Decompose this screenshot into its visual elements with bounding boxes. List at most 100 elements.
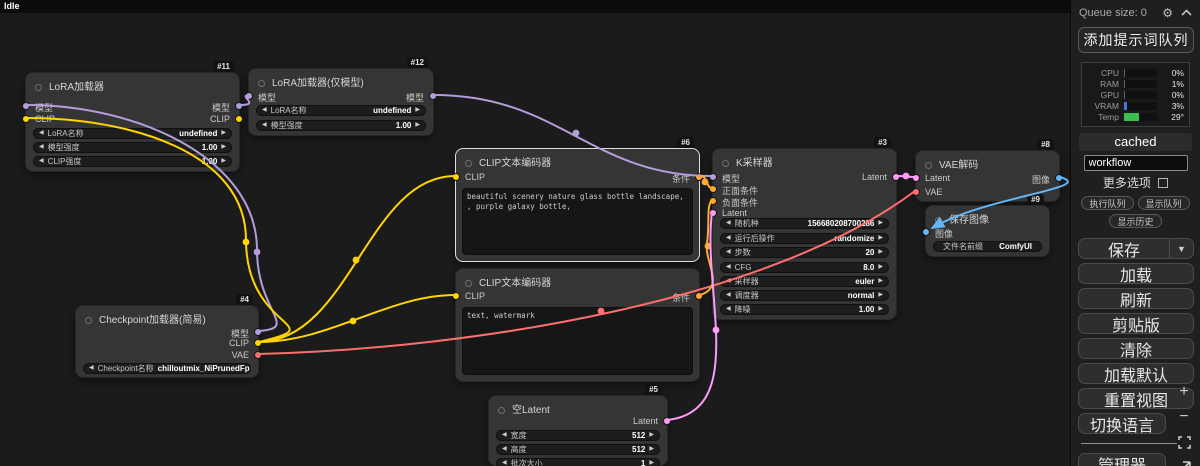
zoom-in-icon[interactable]: + <box>1175 383 1193 401</box>
widget-right-arrow-icon[interactable]: ▶ <box>415 107 420 113</box>
toggle-language-button[interactable]: 切换语言 <box>1078 413 1166 435</box>
widget-采样器[interactable]: ◀ 采样器 euler ▶ <box>720 276 889 287</box>
widget-right-arrow-icon[interactable]: ▶ <box>221 158 226 164</box>
input-slot-Latent[interactable] <box>912 174 920 182</box>
output-slot-模型[interactable] <box>254 328 262 336</box>
widget-right-arrow-icon[interactable]: ▶ <box>878 306 883 312</box>
zoom-out-icon[interactable]: − <box>1175 408 1193 426</box>
collapse-icon[interactable] <box>465 160 472 167</box>
save-dropdown-arrow-icon[interactable]: ▼ <box>1169 239 1193 258</box>
prompt-textarea[interactable]: text, watermark <box>462 307 693 375</box>
widget-left-arrow-icon[interactable]: ◀ <box>39 144 44 150</box>
more-options-checkbox[interactable] <box>1158 178 1169 188</box>
widget-调度器[interactable]: ◀ 调度器 normal ▶ <box>720 290 889 301</box>
load-button[interactable]: 加载 <box>1078 263 1194 285</box>
prompt-textarea[interactable]: beautiful scenery nature glass bottle la… <box>462 188 693 255</box>
collapse-icon[interactable] <box>925 162 932 169</box>
node-12[interactable]: #12 LoRA加载器(仅模型) 模型 模型 ◀ LoRA名称 undefined ▶ ◀ 模型强… <box>245 57 437 136</box>
output-slot-条件[interactable] <box>695 292 703 300</box>
output-slot-CLIP[interactable] <box>254 339 262 347</box>
widget-降噪[interactable]: ◀ 降噪 1.00 ▶ <box>720 304 889 315</box>
widget-随机种[interactable]: ◀ 随机种 156680208700286 ▶ <box>720 218 889 229</box>
widget-right-arrow-icon[interactable]: ▶ <box>878 235 883 241</box>
output-slot-模型[interactable] <box>235 102 243 110</box>
widget-left-arrow-icon[interactable]: ◀ <box>39 130 44 136</box>
collapse-caret-icon[interactable] <box>1181 9 1192 17</box>
input-slot-模型[interactable] <box>709 173 717 181</box>
widget-left-arrow-icon[interactable]: ◀ <box>726 292 731 298</box>
widget-right-arrow-icon[interactable]: ▶ <box>415 122 420 128</box>
widget-right-arrow-icon[interactable]: ▶ <box>878 249 883 255</box>
input-slot-VAE[interactable] <box>912 188 920 196</box>
widget-CFG[interactable]: ◀ CFG 8.0 ▶ <box>720 262 889 273</box>
widget-left-arrow-icon[interactable]: ◀ <box>726 264 731 270</box>
output-slot-条件[interactable] <box>695 173 703 181</box>
collapse-icon[interactable] <box>85 317 92 324</box>
widget-left-arrow-icon[interactable]: ◀ <box>726 220 731 226</box>
input-slot-Latent[interactable] <box>709 209 717 217</box>
workflow-name-input[interactable] <box>1083 155 1188 171</box>
widget-right-arrow-icon[interactable]: ▶ <box>878 220 883 226</box>
fit-view-icon[interactable] <box>1175 433 1193 451</box>
widget-运行后操作[interactable]: ◀ 运行后操作 randomize ▶ <box>720 233 889 244</box>
widget-right-arrow-icon[interactable]: ▶ <box>878 292 883 298</box>
run-queue-button[interactable]: 执行队列 <box>1081 196 1134 210</box>
input-slot-模型[interactable] <box>22 102 30 110</box>
input-slot-CLIP[interactable] <box>452 173 460 181</box>
widget-right-arrow-icon[interactable]: ▶ <box>221 130 226 136</box>
show-queue-button[interactable]: 显示队列 <box>1137 196 1190 210</box>
node-5[interactable]: #5 空Latent Latent ◀ 宽度 512 ▶ ◀ 高度 512 ▶ ◀ 批次大小 1 ▶ <box>488 384 671 466</box>
load-default-button[interactable]: 加载默认 <box>1078 363 1194 385</box>
widget-批次大小[interactable]: ◀ 批次大小 1 ▶ <box>496 458 660 466</box>
input-slot-图像[interactable] <box>922 228 930 236</box>
widget-CLIP强度[interactable]: ◀ CLIP强度 1.00 ▶ <box>33 156 232 167</box>
node-4[interactable]: #4 Checkpoint加载器(简易) 模型 CLIP VAE ◀ Checkpoint名… <box>75 294 262 378</box>
collapse-icon[interactable] <box>722 160 729 167</box>
widget-right-arrow-icon[interactable]: ▶ <box>649 446 654 452</box>
collapse-icon[interactable] <box>258 80 265 87</box>
output-slot-模型[interactable] <box>429 92 437 100</box>
widget-left-arrow-icon[interactable]: ◀ <box>726 249 731 255</box>
node-9[interactable]: #9 保存图像 图像 文件名前缀 ComfyUI <box>922 194 1050 257</box>
widget-模型强度[interactable]: ◀ 模型强度 1.00 ▶ <box>33 142 232 153</box>
output-slot-VAE[interactable] <box>254 351 262 359</box>
output-slot-Latent[interactable] <box>892 173 900 181</box>
refresh-button[interactable]: 刷新 <box>1078 288 1194 310</box>
input-slot-CLIP[interactable] <box>22 115 30 123</box>
reset-view-button[interactable]: 重置视图 <box>1078 388 1194 410</box>
input-slot-负面条件[interactable] <box>709 197 717 205</box>
widget-LoRA名称[interactable]: ◀ LoRA名称 undefined ▶ <box>256 105 426 116</box>
widget-left-arrow-icon[interactable]: ◀ <box>262 122 267 128</box>
widget-right-arrow-icon[interactable]: ▶ <box>221 144 226 150</box>
collapse-icon[interactable] <box>935 217 942 224</box>
input-slot-模型[interactable] <box>245 92 253 100</box>
collapse-icon[interactable] <box>465 280 472 287</box>
node-3[interactable]: CLIP文本编码器 CLIP 条件 text, watermark <box>452 268 703 382</box>
save-button[interactable]: 保存 ▼ <box>1078 238 1194 260</box>
node-3[interactable]: #3 K采样器 模型 Latent 正面条件 负面条件 Latent ◀ 随机种 15668020… <box>709 137 900 320</box>
widget-right-arrow-icon[interactable]: ▶ <box>878 264 883 270</box>
clear-button[interactable]: 清除 <box>1078 338 1194 360</box>
widget-宽度[interactable]: ◀ 宽度 512 ▶ <box>496 430 660 441</box>
widget-步数[interactable]: ◀ 步数 20 ▶ <box>720 247 889 258</box>
queue-prompt-button[interactable]: 添加提示词队列 <box>1078 27 1194 53</box>
show-history-button[interactable]: 显示历史 <box>1109 214 1162 228</box>
widget-LoRA名称[interactable]: ◀ LoRA名称 undefined ▶ <box>33 128 232 139</box>
widget-right-arrow-icon[interactable]: ▶ <box>878 278 883 284</box>
collapse-icon[interactable] <box>498 407 505 414</box>
clipboard-button[interactable]: 剪贴版 <box>1078 313 1194 335</box>
manager-button[interactable]: 管理器 <box>1078 453 1166 466</box>
widget-文件名前缀[interactable]: 文件名前缀 ComfyUI <box>933 241 1042 252</box>
node-6[interactable]: #6 CLIP文本编码器 CLIP 条件 beautiful scenery natur… <box>452 137 703 262</box>
widget-left-arrow-icon[interactable]: ◀ <box>89 365 94 371</box>
widget-right-arrow-icon[interactable]: ▶ <box>649 432 654 438</box>
widget-高度[interactable]: ◀ 高度 512 ▶ <box>496 444 660 455</box>
widget-left-arrow-icon[interactable]: ◀ <box>39 158 44 164</box>
output-slot-图像[interactable] <box>1055 174 1063 182</box>
widget-left-arrow-icon[interactable]: ◀ <box>502 432 507 438</box>
output-slot-Latent[interactable] <box>663 417 671 425</box>
output-slot-CLIP[interactable] <box>235 115 243 123</box>
widget-left-arrow-icon[interactable]: ◀ <box>262 107 267 113</box>
input-slot-正面条件[interactable] <box>709 185 717 193</box>
input-slot-CLIP[interactable] <box>452 292 460 300</box>
